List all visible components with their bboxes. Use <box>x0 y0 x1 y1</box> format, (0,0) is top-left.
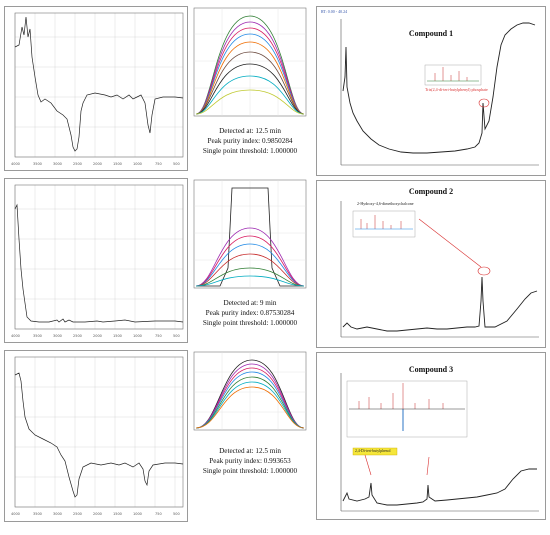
purity-caption-2: Detected at: 9 min Peak purity index: 0.… <box>190 298 310 328</box>
peak-purity-index-text-3: Peak purity index: 0.993653 <box>209 457 291 465</box>
ir-trace-3 <box>14 372 184 498</box>
ir-spectrum-chart-3: 4000 3500 3000 2500 2000 1500 1000 750 500 <box>11 356 184 516</box>
svg-text:3500: 3500 <box>33 334 42 338</box>
purity-chart-3 <box>193 351 307 431</box>
purity-caption-1: Detected at: 12.5 min Peak purity index:… <box>190 126 310 156</box>
detected-at-text-2: Detected at: 9 min <box>223 299 277 307</box>
svg-text:2500: 2500 <box>73 512 82 516</box>
svg-text:3000: 3000 <box>53 334 62 338</box>
gcms-panel-compound-2: Compound 2 2-Hydroxy-4,6-dimethoxychalco… <box>316 180 546 348</box>
gcms-panel-compound-3: Compound 3 2,4-Di-tert-butylphenol <box>316 352 546 520</box>
chromatogram-trace-3 <box>342 468 537 506</box>
purity-caption-3: Detected at: 12.5 min Peak purity index:… <box>190 446 310 476</box>
compound-3-title: Compound 3 <box>408 365 454 374</box>
purity-panel-2: Detected at: 9 min Peak purity index: 0.… <box>190 178 310 343</box>
svg-text:750: 750 <box>155 162 162 166</box>
svg-text:4000: 4000 <box>11 334 20 338</box>
svg-text:4000: 4000 <box>11 162 20 166</box>
compound-1-title: Compound 1 <box>408 29 454 38</box>
ir-spectrum-panel-1: 4000 3500 3000 2500 2000 1500 1000 750 500 <box>4 6 188 171</box>
compound-1-callout: Tris(2,4-di-tert-butylphenyl) phosphate <box>425 87 488 92</box>
compound-2-callout: 2-Hydroxy-4,6-dimethoxychalcone <box>357 201 414 206</box>
svg-text:1000: 1000 <box>133 512 142 516</box>
ir-trace-1 <box>14 16 184 152</box>
single-point-threshold-text-3: Single point threshold: 1.000000 <box>202 467 298 475</box>
svg-text:1500: 1500 <box>113 162 122 166</box>
svg-text:1500: 1500 <box>113 512 122 516</box>
svg-text:2000: 2000 <box>93 334 102 338</box>
svg-text:2000: 2000 <box>93 162 102 166</box>
single-point-threshold-text-2: Single point threshold: 1.000000 <box>202 319 298 327</box>
svg-text:3500: 3500 <box>33 162 42 166</box>
purity-panel-3: Detected at: 12.5 min Peak purity index:… <box>190 350 310 515</box>
chromatogram-trace-2 <box>342 276 538 332</box>
ir-trace-2 <box>14 203 184 323</box>
compound-2-title: Compound 2 <box>408 187 454 196</box>
detected-at-text-3: Detected at: 12.5 min <box>219 447 281 455</box>
svg-text:3500: 3500 <box>33 512 42 516</box>
detected-at-text-1: Detected at: 12.5 min <box>219 127 281 135</box>
ir-spectrum-chart-1: 4000 3500 3000 2500 2000 1500 1000 750 500 <box>11 12 184 166</box>
ir-spectrum-panel-3: 4000 3500 3000 2500 2000 1500 1000 750 500 <box>4 350 188 522</box>
gcms-panel-compound-1: RT: 0.00 - 40.24 Compound 1 Tris(2,4-di-… <box>316 6 546 176</box>
purity-panel-1: Detected at: 12.5 min Peak purity index:… <box>190 6 310 171</box>
ir-spectrum-panel-2: 4000 3500 3000 2500 2000 1500 1000 750 500 <box>4 178 188 343</box>
chromatogram-trace-1 <box>342 22 536 154</box>
chromatogram-chart-2 <box>340 201 539 338</box>
svg-text:500: 500 <box>173 334 180 338</box>
svg-text:750: 750 <box>155 512 162 516</box>
peak-purity-index-text-1: Peak purity index: 0.9850284 <box>207 137 293 145</box>
purity-chart-1 <box>193 7 307 117</box>
svg-text:4000: 4000 <box>11 512 20 516</box>
svg-text:3000: 3000 <box>53 162 62 166</box>
chromatogram-chart-3 <box>340 373 539 512</box>
compound-3-callout: 2,4-Di-tert-butylphenol <box>355 449 391 453</box>
svg-text:2000: 2000 <box>93 512 102 516</box>
svg-text:2500: 2500 <box>73 334 82 338</box>
svg-text:3000: 3000 <box>53 512 62 516</box>
svg-text:2500: 2500 <box>73 162 82 166</box>
peak-purity-index-text-2: Peak purity index: 0.87530284 <box>205 309 295 317</box>
ir-spectrum-chart-2: 4000 3500 3000 2500 2000 1500 1000 750 500 <box>11 184 184 338</box>
chromatogram-header-1: RT: 0.00 - 40.24 <box>321 9 348 14</box>
single-point-threshold-text-1: Single point threshold: 1.000000 <box>202 147 298 155</box>
svg-text:1500: 1500 <box>113 334 122 338</box>
svg-text:750: 750 <box>155 334 162 338</box>
purity-chart-2 <box>193 179 307 289</box>
svg-text:500: 500 <box>173 512 180 516</box>
svg-text:1000: 1000 <box>133 162 142 166</box>
svg-text:500: 500 <box>173 162 180 166</box>
svg-text:1000: 1000 <box>133 334 142 338</box>
chromatogram-chart-1 <box>340 19 539 166</box>
